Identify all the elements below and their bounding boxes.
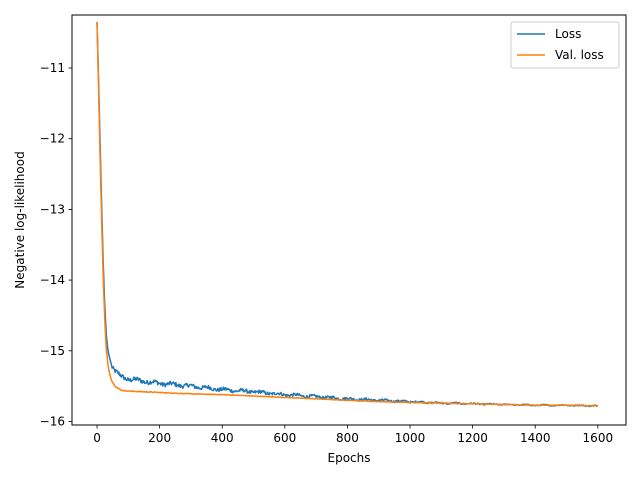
x-tick-label: 0 [93,431,101,445]
x-tick-label: 1200 [457,431,488,445]
x-tick-label: 200 [148,431,171,445]
y-tick-label: −12 [40,132,65,146]
y-tick-label: −13 [40,202,65,216]
plot-layer [96,22,599,408]
x-axis-title: Epochs [328,451,371,465]
x-tick-label: 400 [211,431,234,445]
legend-label: Loss [555,27,581,41]
legend-label: Val. loss [555,48,604,62]
x-tick-label: 1600 [583,431,614,445]
y-axis-title: Negative log-likelihood [13,151,27,288]
x-tick-label: 800 [336,431,359,445]
legend: Loss Val. loss [510,21,620,69]
ticks-layer: 0 200 400 600 800 1000 1200 1400 1600 −16 −15 −14 −1… [40,61,613,445]
y-tick-label: −16 [40,414,65,428]
y-tick-label: −14 [40,273,65,287]
y-tick-label: −11 [40,61,65,75]
x-tick-label: 1400 [520,431,551,445]
x-tick-label: 1000 [395,431,426,445]
x-tick-label: 600 [273,431,296,445]
y-tick-label: −15 [40,344,65,358]
series-line-1 [96,22,598,407]
axes-frame [71,14,627,426]
